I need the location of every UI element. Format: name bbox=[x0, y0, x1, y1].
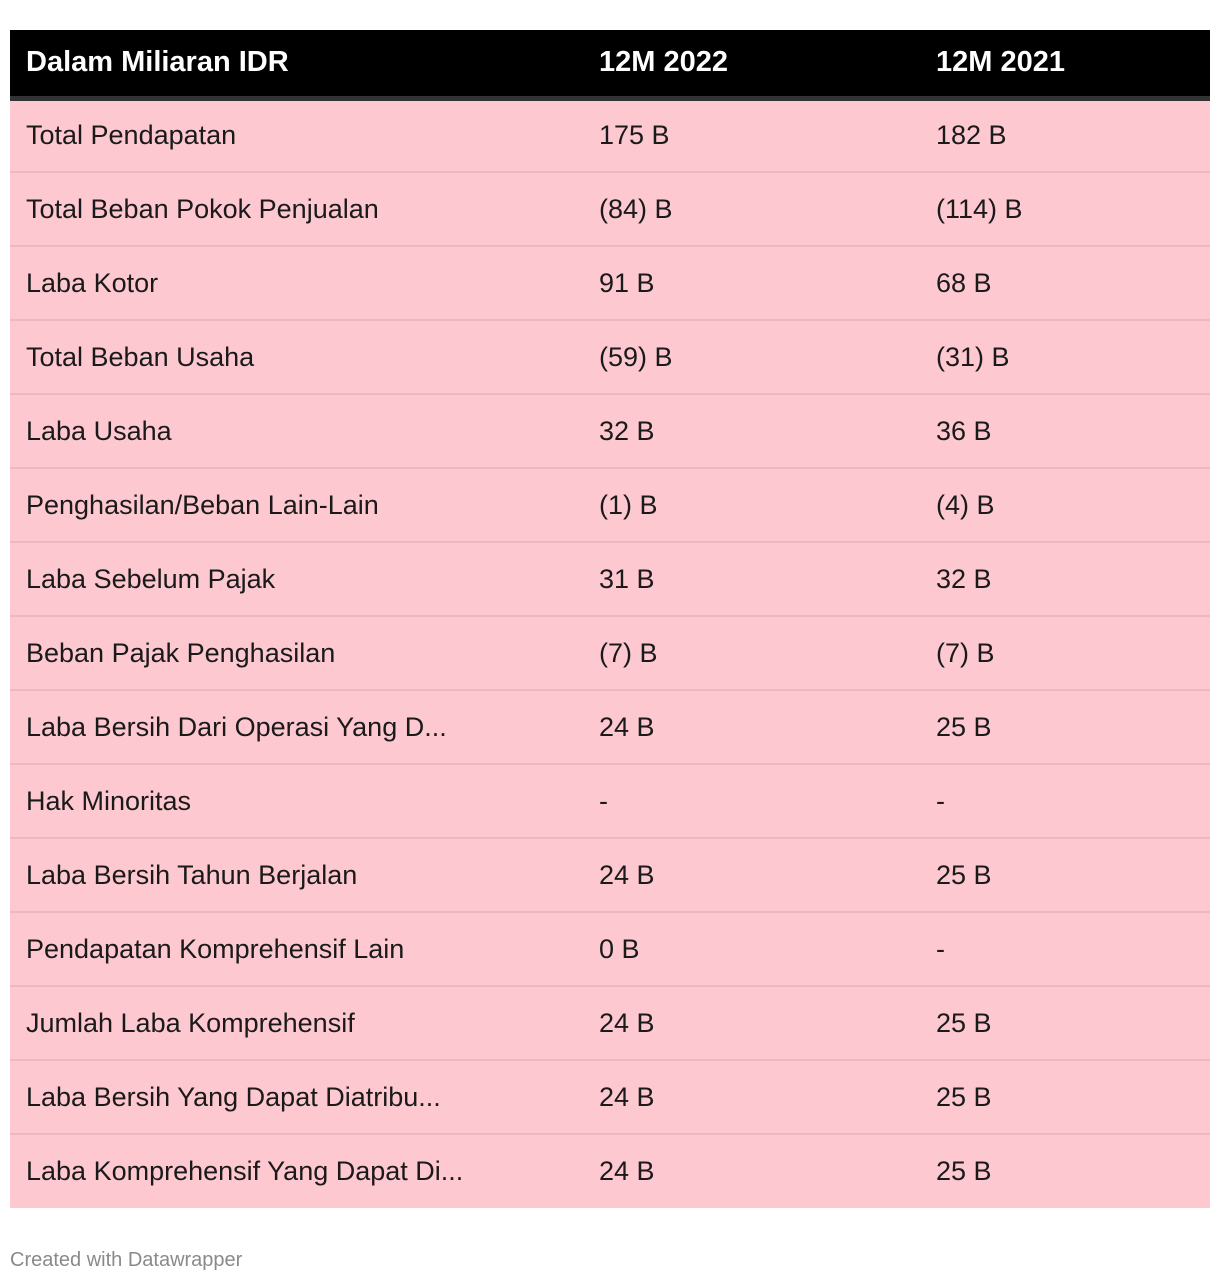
row-label-cell: Laba Usaha bbox=[10, 393, 583, 468]
table-header: Dalam Miliaran IDR 12M 2022 12M 2021 bbox=[10, 30, 1210, 101]
row-label-cell: Hak Minoritas bbox=[10, 763, 583, 838]
table-row: Hak Minoritas - - bbox=[10, 763, 1210, 838]
value-2022-cell: 24 B bbox=[583, 985, 920, 1060]
header-cell-label: Dalam Miliaran IDR bbox=[10, 30, 583, 101]
value-2021-cell: (31) B bbox=[920, 319, 1210, 394]
value-2021-cell: (7) B bbox=[920, 615, 1210, 690]
value-2022-cell: (1) B bbox=[583, 467, 920, 542]
value-2022-cell: 24 B bbox=[583, 837, 920, 912]
row-label-cell: Total Beban Pokok Penjualan bbox=[10, 171, 583, 246]
value-2022-cell: (84) B bbox=[583, 171, 920, 246]
header-cell-2022: 12M 2022 bbox=[583, 30, 920, 101]
header-cell-2021: 12M 2021 bbox=[920, 30, 1210, 101]
table-body: Total Pendapatan 175 B 182 B Total Beban Po… bbox=[10, 98, 1210, 1208]
table-row: Penghasilan/Beban Lain-Lain (1) B (4) B bbox=[10, 467, 1210, 542]
table-row: Laba Usaha 32 B 36 B bbox=[10, 393, 1210, 468]
row-label-cell: Laba Sebelum Pajak bbox=[10, 541, 583, 616]
row-label-cell: Total Pendapatan bbox=[26, 120, 237, 151]
value-2021-cell: 25 B bbox=[920, 1059, 1210, 1134]
table-row: Total Beban Pokok Penjualan (84) B (114) B bbox=[10, 171, 1210, 246]
header-row: Dalam Miliaran IDR 12M 2022 12M 2021 bbox=[10, 30, 1210, 101]
table-row: Beban Pajak Penghasilan (7) B (7) B bbox=[10, 615, 1210, 690]
value-2021-cell: 25 B bbox=[920, 689, 1210, 764]
value-2021-cell: - bbox=[920, 911, 1210, 986]
value-2022-cell: 175 B bbox=[599, 120, 670, 151]
table-row: Pendapatan Komprehensif Lain 0 B- bbox=[10, 911, 1210, 986]
table-row: Laba Sebelum Pajak 31 B 32 B bbox=[10, 541, 1210, 616]
row-label-cell: Laba Kotor bbox=[10, 245, 583, 320]
row-label-cell: Laba Komprehensif Yang Dapat Di... bbox=[10, 1133, 583, 1208]
financial-table-container: Dalam Miliaran IDR 12M 2022 12M 2021 Tot… bbox=[10, 30, 1210, 1208]
row-label-cell: Laba Bersih Tahun Berjalan bbox=[10, 837, 583, 912]
table-row: Laba Komprehensif Yang Dapat Di... 24 B 25… bbox=[10, 1133, 1210, 1208]
table-row: Laba Bersih Dari Operasi Yang D... 24 B 25… bbox=[10, 689, 1210, 764]
value-2021-cell: 32 B bbox=[920, 541, 1210, 616]
value-2021-cell: (4) B bbox=[920, 467, 1210, 542]
value-2021-cell: - bbox=[920, 763, 1210, 838]
row-label-cell: Jumlah Laba Komprehensif bbox=[10, 985, 583, 1060]
value-2022-cell: 24 B bbox=[583, 689, 920, 764]
value-2022-cell: 0 B bbox=[583, 911, 920, 986]
value-2021-cell: 182 B bbox=[936, 120, 1007, 151]
value-2022-cell: 24 B bbox=[583, 1133, 920, 1208]
row-label-cell: Penghasilan/Beban Lain-Lain bbox=[10, 467, 583, 542]
financial-table: Dalam Miliaran IDR 12M 2022 12M 2021 Tot… bbox=[10, 30, 1210, 1208]
value-2022-cell: 32 B bbox=[583, 393, 920, 468]
value-2021-cell: 36 B bbox=[920, 393, 1210, 468]
table-row: Total Pendapatan 175 B 182 B bbox=[10, 98, 1210, 172]
value-2021-cell: (114) B bbox=[920, 171, 1210, 246]
value-2022-cell: 31 B bbox=[583, 541, 920, 616]
row-label-cell: Laba Bersih Yang Dapat Diatribu... bbox=[10, 1059, 583, 1134]
row-label-cell: Pendapatan Komprehensif Lain bbox=[10, 911, 583, 986]
table-row: Laba Bersih Yang Dapat Diatribu... 24 B 25… bbox=[10, 1059, 1210, 1134]
value-2022-cell: 24 B bbox=[583, 1059, 920, 1134]
row-label-cell: Laba Bersih Dari Operasi Yang D... bbox=[10, 689, 583, 764]
value-2021-cell: 25 B bbox=[920, 985, 1210, 1060]
row-label-cell: Total Beban Usaha bbox=[10, 319, 583, 394]
value-2022-cell: - bbox=[583, 763, 920, 838]
table-row: Jumlah Laba Komprehensif 24 B 25 B bbox=[10, 985, 1210, 1060]
datawrapper-credit: Created with Datawrapper bbox=[10, 1249, 243, 1271]
value-2021-cell: 25 B bbox=[920, 837, 1210, 912]
value-2021-cell: 25 B bbox=[920, 1133, 1210, 1208]
value-2021-cell: 68 B bbox=[920, 245, 1210, 320]
table-row: Total Beban Usaha (59) B (31) B bbox=[10, 319, 1210, 394]
value-2022-cell: (7) B bbox=[583, 615, 920, 690]
row-label-cell: Beban Pajak Penghasilan bbox=[10, 615, 583, 690]
value-2022-cell: (59) B bbox=[583, 319, 920, 394]
table-row: Laba Kotor 91 B 68 B bbox=[10, 245, 1210, 320]
table-row: Laba Bersih Tahun Berjalan 24 B 25 B bbox=[10, 837, 1210, 912]
value-2022-cell: 91 B bbox=[583, 245, 920, 320]
